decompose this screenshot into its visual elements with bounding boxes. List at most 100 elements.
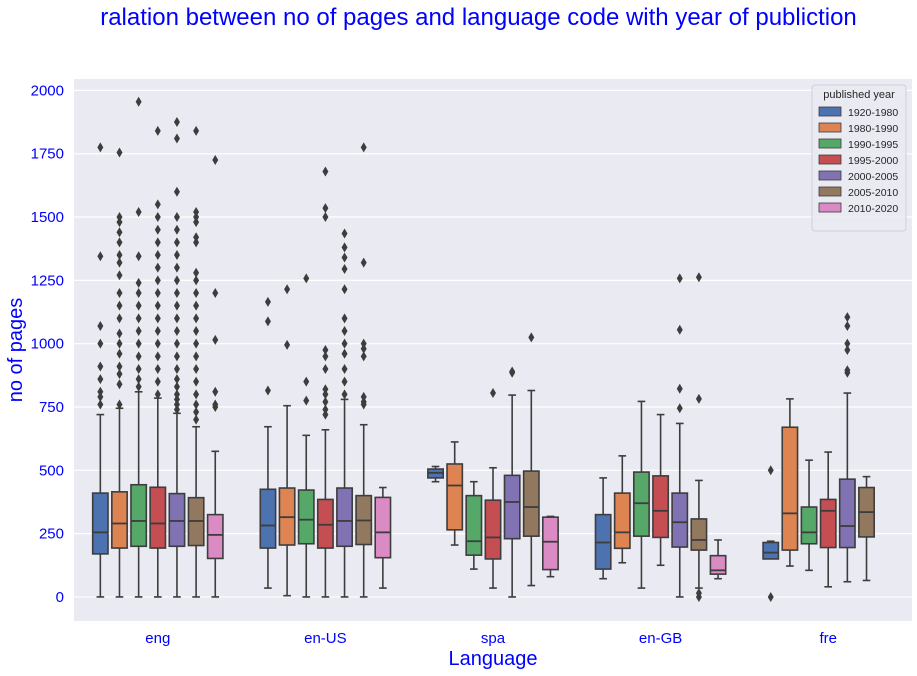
outlier-point	[173, 250, 180, 261]
outlier-point	[284, 339, 291, 350]
outlier-point	[322, 166, 329, 177]
outlier-point	[154, 313, 161, 324]
outlier-point	[154, 300, 161, 311]
outlier-point	[322, 351, 329, 362]
outlier-point	[97, 391, 104, 402]
outlier-point	[173, 389, 180, 400]
legend-label: 1980-1990	[848, 123, 898, 135]
outlier-point	[173, 133, 180, 144]
box-body	[259, 488, 277, 549]
outlier-point	[173, 404, 180, 415]
outlier-point	[173, 394, 180, 405]
box-2010-2020-eng	[206, 155, 224, 598]
y-axis-label: no of pages	[5, 298, 27, 403]
box-2010-2020-spa	[542, 515, 559, 578]
box-2005-2010-fre	[858, 475, 875, 582]
outlier-point	[676, 383, 683, 394]
box-2005-2010-en-GB	[690, 272, 708, 602]
outlier-point	[322, 404, 329, 415]
outlier-point	[173, 237, 180, 248]
outlier-point	[341, 252, 348, 263]
outlier-point	[154, 288, 161, 299]
outlier-point	[97, 320, 104, 331]
outlier-point	[193, 363, 200, 374]
outlier-point	[154, 199, 161, 210]
outlier-point	[173, 262, 180, 273]
outlier-point	[490, 388, 496, 399]
box-1995-2000-spa	[484, 388, 502, 589]
box-body	[316, 498, 334, 549]
outlier-point	[341, 326, 348, 337]
y-tick-label: 750	[39, 399, 64, 416]
outlier-point	[193, 338, 200, 349]
box-body	[465, 494, 483, 556]
box-1990-1995-en-GB	[632, 400, 650, 589]
box-2000-2005-fre	[838, 312, 856, 583]
outlier-point	[154, 351, 161, 362]
outlier-point	[676, 324, 683, 335]
box-body	[168, 492, 186, 548]
y-tick-label: 250	[39, 526, 64, 543]
outlier-point	[528, 332, 535, 343]
outlier-point	[695, 393, 702, 404]
outlier-point	[154, 338, 161, 349]
outlier-point	[116, 361, 123, 372]
outlier-point	[322, 363, 329, 374]
box-body	[374, 496, 392, 559]
box-body	[149, 486, 167, 549]
box-body	[503, 474, 521, 540]
outlier-point	[116, 379, 123, 390]
outlier-point	[116, 313, 123, 324]
outlier-point	[116, 147, 123, 158]
outlier-point	[135, 300, 142, 311]
outlier-point	[173, 326, 180, 337]
box-body	[690, 518, 708, 551]
outlier-point	[135, 326, 142, 337]
outlier-point	[360, 338, 367, 349]
outlier-point	[154, 237, 161, 248]
outlier-point	[360, 343, 367, 354]
box-1980-1990-spa	[446, 441, 464, 546]
box-body	[206, 513, 224, 560]
box-1920-1980-eng	[91, 142, 109, 598]
outlier-point	[676, 273, 683, 284]
outlier-point	[173, 374, 180, 385]
x-axis-label: Language	[449, 648, 538, 670]
outlier-point	[154, 389, 161, 400]
outlier-point	[154, 363, 161, 374]
outlier-point	[97, 374, 104, 385]
box-2000-2005-eng	[168, 117, 186, 598]
legend-label: 1995-2000	[848, 155, 898, 167]
outlier-point	[212, 386, 219, 397]
outlier-point	[116, 369, 123, 380]
outlier-point	[360, 257, 367, 268]
outlier-point	[154, 250, 161, 261]
box-2000-2005-en-US	[336, 228, 354, 598]
box-1920-1980-en-GB	[594, 477, 612, 580]
outlier-point	[341, 242, 348, 253]
box-1995-2000-eng	[149, 125, 167, 598]
outlier-point	[264, 296, 271, 307]
outlier-point	[303, 273, 310, 284]
outlier-point	[154, 125, 161, 136]
outlier-point	[360, 391, 367, 402]
box-1995-2000-en-US	[316, 166, 334, 598]
outlier-point	[844, 345, 851, 355]
outlier-point	[322, 203, 329, 214]
box-2005-2010-spa	[522, 332, 540, 587]
outlier-point	[135, 251, 142, 262]
outlier-point	[135, 363, 142, 374]
outlier-point	[193, 389, 200, 400]
outlier-point	[97, 338, 104, 349]
outlier-point	[173, 300, 180, 311]
outlier-point	[193, 275, 200, 286]
outlier-point	[193, 237, 200, 248]
outlier-point	[173, 338, 180, 349]
outlier-point	[154, 376, 161, 387]
outlier-point	[193, 217, 200, 228]
outlier-point	[322, 212, 329, 223]
box-1980-1990-eng	[111, 147, 128, 598]
box-1990-1995-eng	[130, 96, 148, 598]
outlier-point	[322, 396, 329, 407]
